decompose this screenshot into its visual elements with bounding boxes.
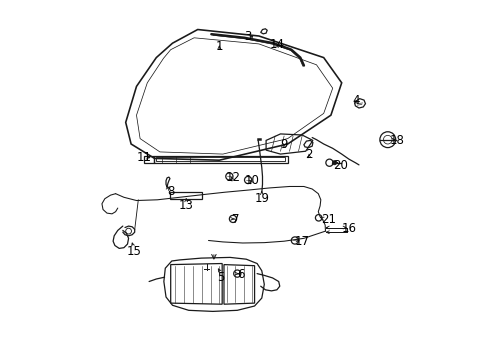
Circle shape [332,161,336,165]
Text: 20: 20 [333,159,348,172]
Text: 11: 11 [136,151,151,164]
Text: 16: 16 [341,222,356,235]
Text: 12: 12 [225,171,240,184]
Text: 18: 18 [389,134,404,147]
Text: 7: 7 [231,213,239,226]
Text: 13: 13 [179,199,193,212]
Text: 8: 8 [167,185,174,198]
Text: 6: 6 [237,268,244,281]
Text: 21: 21 [321,213,336,226]
Text: 2: 2 [305,148,312,161]
Text: 3: 3 [244,30,251,42]
Text: 15: 15 [126,245,141,258]
Text: 14: 14 [269,39,284,51]
Text: 5: 5 [217,271,224,284]
Text: 1: 1 [215,40,223,53]
Text: 17: 17 [294,235,309,248]
Text: 9: 9 [280,138,287,150]
Text: 4: 4 [352,94,359,107]
Text: 10: 10 [244,174,259,186]
Text: 19: 19 [254,192,269,204]
